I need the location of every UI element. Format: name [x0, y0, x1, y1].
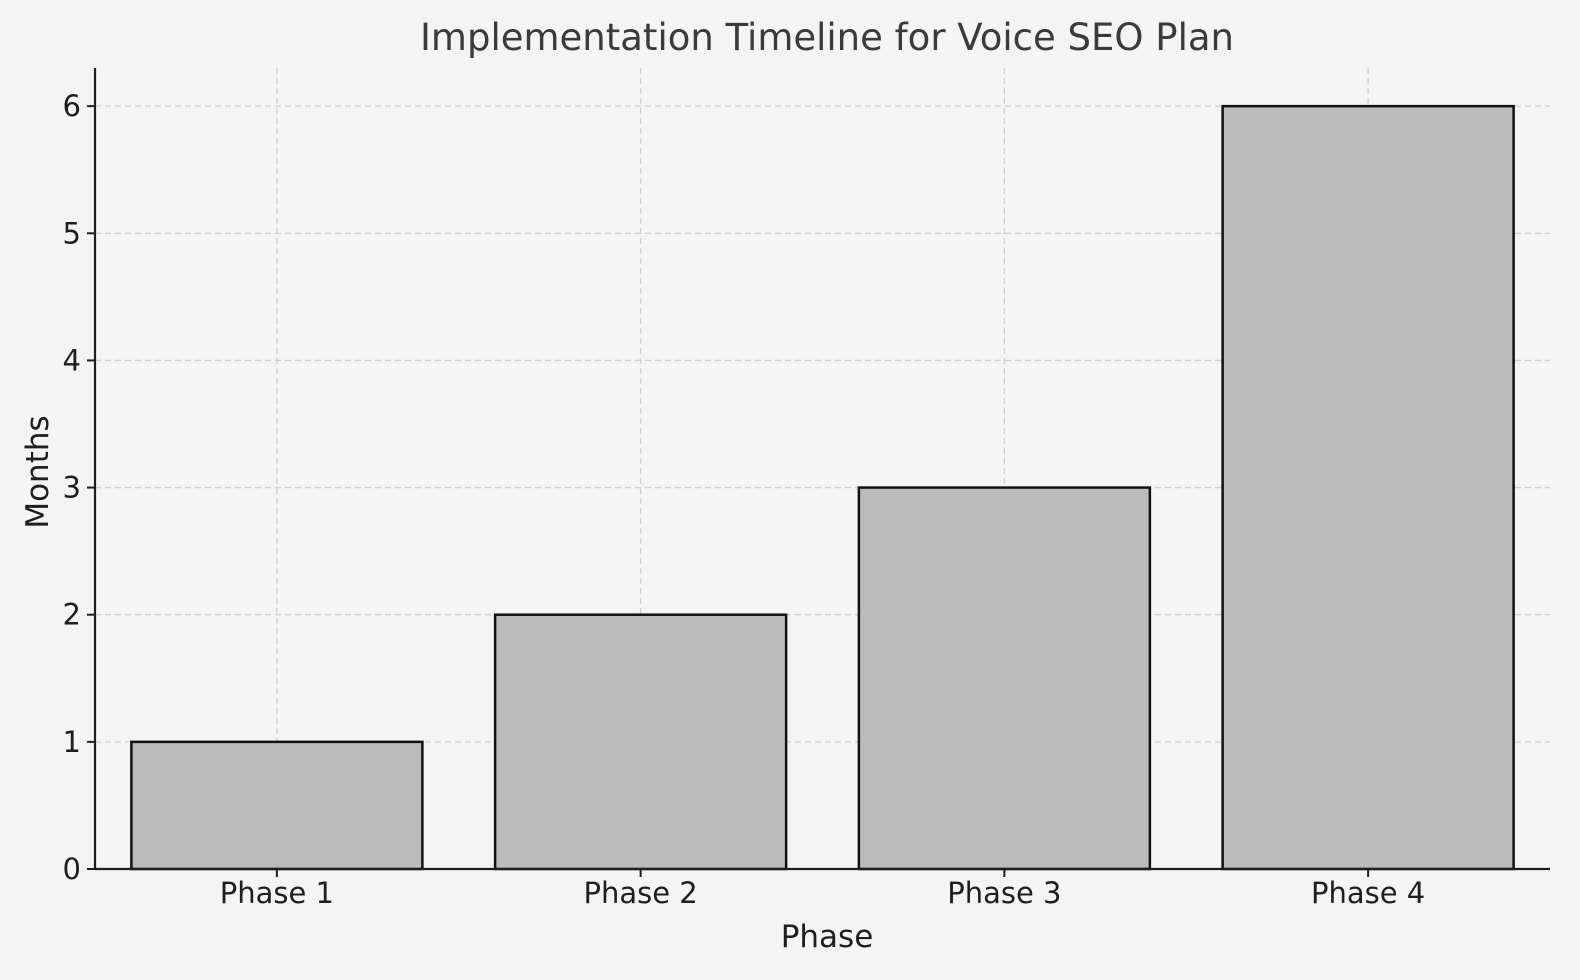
y-tick-label: 6	[63, 89, 81, 123]
bar-phase-4	[1221, 104, 1515, 871]
y-axis-label: Months	[20, 415, 56, 528]
bar-phase-2	[493, 613, 788, 871]
bar-phase-1	[130, 740, 424, 871]
x-tick-label: Phase 3	[947, 876, 1061, 910]
x-tick-label: Phase 1	[220, 876, 334, 910]
y-tick-label: 0	[63, 852, 81, 886]
axes	[87, 68, 1550, 877]
chart-title: Implementation Timeline for Voice SEO Pl…	[420, 16, 1234, 59]
x-axis-label: Phase	[781, 919, 874, 955]
tick-labels: 0 1 2 3 4 5 6 Phase 1 Phase 2 Phase 3 Phase 4	[63, 89, 1426, 910]
y-tick-label: 5	[63, 216, 81, 250]
x-tick-label: Phase 4	[1311, 876, 1425, 910]
y-tick-label: 2	[63, 598, 81, 632]
bar-phase-3	[857, 486, 1152, 871]
y-tick-label: 1	[63, 725, 81, 759]
y-tick-label: 3	[63, 471, 81, 505]
x-tick-label: Phase 2	[583, 876, 697, 910]
y-tick-label: 4	[63, 343, 81, 377]
bars	[130, 104, 1515, 871]
